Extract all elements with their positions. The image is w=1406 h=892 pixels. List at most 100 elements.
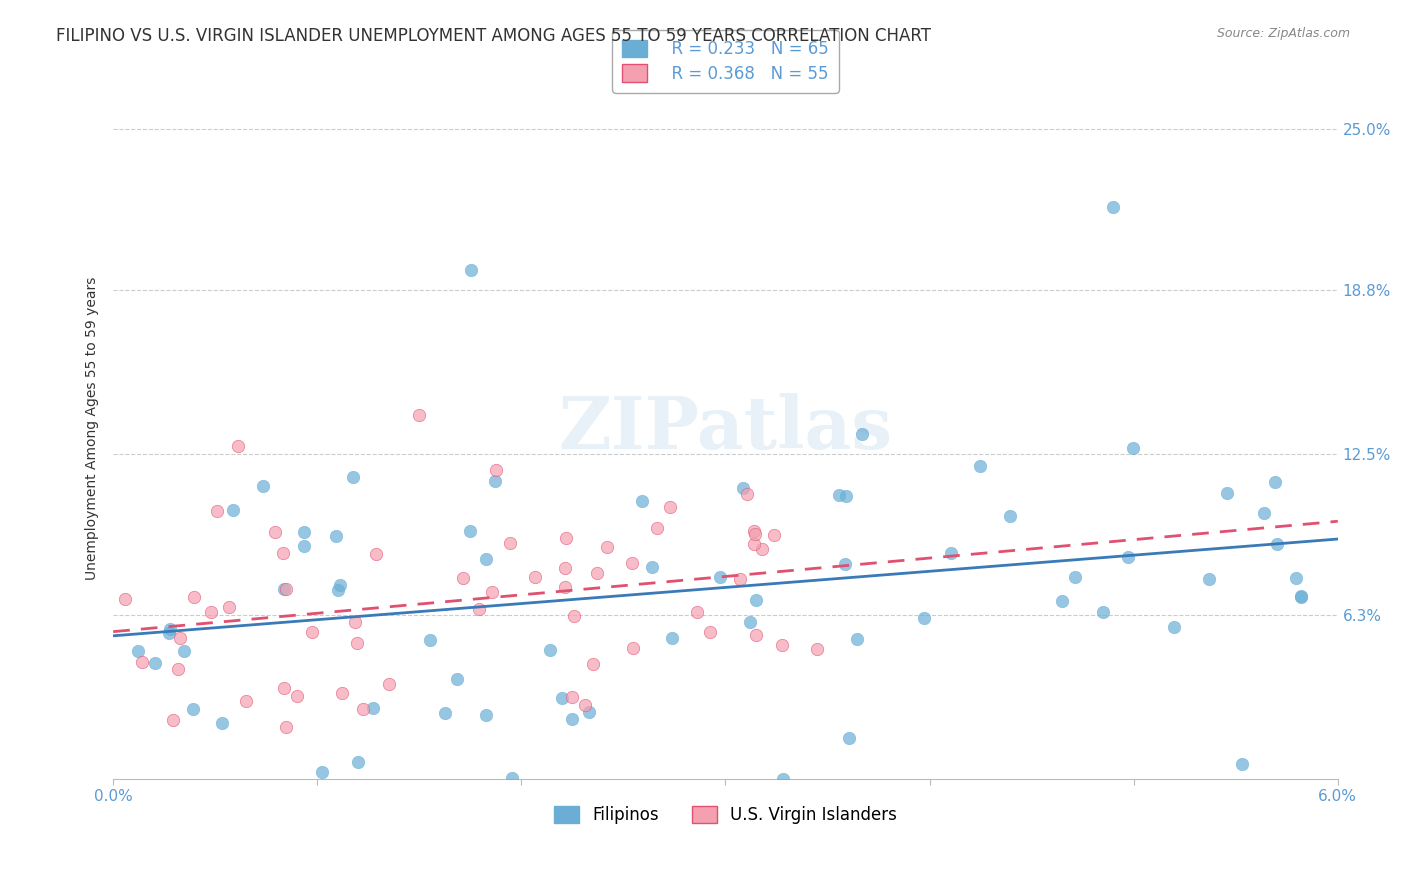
Filipinos [838,731,860,746]
Y-axis label: Unemployment Among Ages 55 to 59 years: Unemployment Among Ages 55 to 59 years [86,277,100,580]
U.S. Virgin Islanders [162,713,184,727]
Filipinos [501,771,523,785]
U.S. Virgin Islanders [554,580,576,594]
U.S. Virgin Islanders [226,439,249,453]
U.S. Virgin Islanders [524,570,547,584]
U.S. Virgin Islanders [344,615,367,630]
U.S. Virgin Islanders [274,582,297,596]
Filipinos [329,578,352,592]
Filipinos [538,642,561,657]
U.S. Virgin Islanders [621,640,644,655]
Filipinos [458,524,481,538]
Filipinos [1285,571,1308,585]
Filipinos [561,712,583,726]
Filipinos [222,503,245,517]
Filipinos [969,458,991,473]
Filipinos [273,582,295,597]
U.S. Virgin Islanders [735,487,758,501]
Filipinos [939,546,962,560]
Filipinos [731,481,754,495]
Filipinos [631,494,654,508]
Filipinos [342,470,364,484]
U.S. Virgin Islanders [346,635,368,649]
Filipinos [159,622,181,636]
U.S. Virgin Islanders [271,546,294,560]
Filipinos [434,706,457,720]
U.S. Virgin Islanders [751,542,773,557]
Filipinos [346,755,368,769]
Filipinos [661,631,683,645]
U.S. Virgin Islanders [481,585,503,599]
U.S. Virgin Islanders [205,503,228,517]
Filipinos [827,488,849,502]
Filipinos [1215,485,1237,500]
U.S. Virgin Islanders [273,681,295,696]
U.S. Virgin Islanders [468,601,491,615]
Filipinos [1264,475,1286,490]
U.S. Virgin Islanders [218,599,240,614]
Filipinos [127,644,149,658]
U.S. Virgin Islanders [744,527,766,541]
Filipinos [1163,620,1185,634]
Filipinos [143,657,166,671]
U.S. Virgin Islanders [728,572,751,586]
U.S. Virgin Islanders [378,677,401,691]
U.S. Virgin Islanders [451,570,474,584]
Filipinos [998,509,1021,524]
U.S. Virgin Islanders [806,642,828,657]
U.S. Virgin Islanders [235,694,257,708]
U.S. Virgin Islanders [131,655,153,669]
U.S. Virgin Islanders [582,657,605,672]
U.S. Virgin Islanders [287,689,309,703]
Text: Source: ZipAtlas.com: Source: ZipAtlas.com [1216,27,1350,40]
Filipinos [846,632,869,647]
U.S. Virgin Islanders [686,605,709,619]
Filipinos [361,701,384,715]
U.S. Virgin Islanders [183,590,205,604]
Text: FILIPINO VS U.S. VIRGIN ISLANDER UNEMPLOYMENT AMONG AGES 55 TO 59 YEARS CORRELAT: FILIPINO VS U.S. VIRGIN ISLANDER UNEMPLO… [56,27,931,45]
Filipinos [1122,441,1144,455]
Filipinos [211,716,233,731]
U.S. Virgin Islanders [364,547,387,561]
U.S. Virgin Islanders [264,525,287,540]
U.S. Virgin Islanders [352,701,374,715]
U.S. Virgin Islanders [301,625,323,640]
U.S. Virgin Islanders [166,662,188,676]
Filipinos [738,615,761,629]
U.S. Virgin Islanders [596,540,619,554]
Filipinos [1092,605,1115,619]
Filipinos [1102,200,1125,214]
Filipinos [851,426,873,441]
Filipinos [772,772,794,786]
U.S. Virgin Islanders [574,698,596,712]
Filipinos [1253,506,1275,520]
U.S. Virgin Islanders [200,605,222,619]
U.S. Virgin Islanders [169,632,191,646]
U.S. Virgin Islanders [742,524,765,538]
U.S. Virgin Islanders [586,566,609,581]
U.S. Virgin Islanders [742,537,765,551]
Filipinos [1289,591,1312,605]
Filipinos [292,539,315,553]
U.S. Virgin Islanders [561,690,583,704]
U.S. Virgin Islanders [554,561,576,575]
U.S. Virgin Islanders [645,521,668,535]
Filipinos [474,708,496,723]
U.S. Virgin Islanders [114,591,136,606]
U.S. Virgin Islanders [554,531,576,545]
Filipinos [1267,537,1289,551]
Filipinos [1052,594,1074,608]
Filipinos [1230,757,1253,772]
U.S. Virgin Islanders [770,639,793,653]
Filipinos [1198,572,1220,586]
Filipinos [157,626,180,640]
Filipinos [446,672,468,686]
Filipinos [326,582,349,597]
Filipinos [551,691,574,706]
U.S. Virgin Islanders [745,628,768,642]
U.S. Virgin Islanders [620,556,643,570]
Filipinos [1116,549,1139,564]
U.S. Virgin Islanders [562,608,585,623]
Filipinos [325,529,347,543]
U.S. Virgin Islanders [485,463,508,477]
